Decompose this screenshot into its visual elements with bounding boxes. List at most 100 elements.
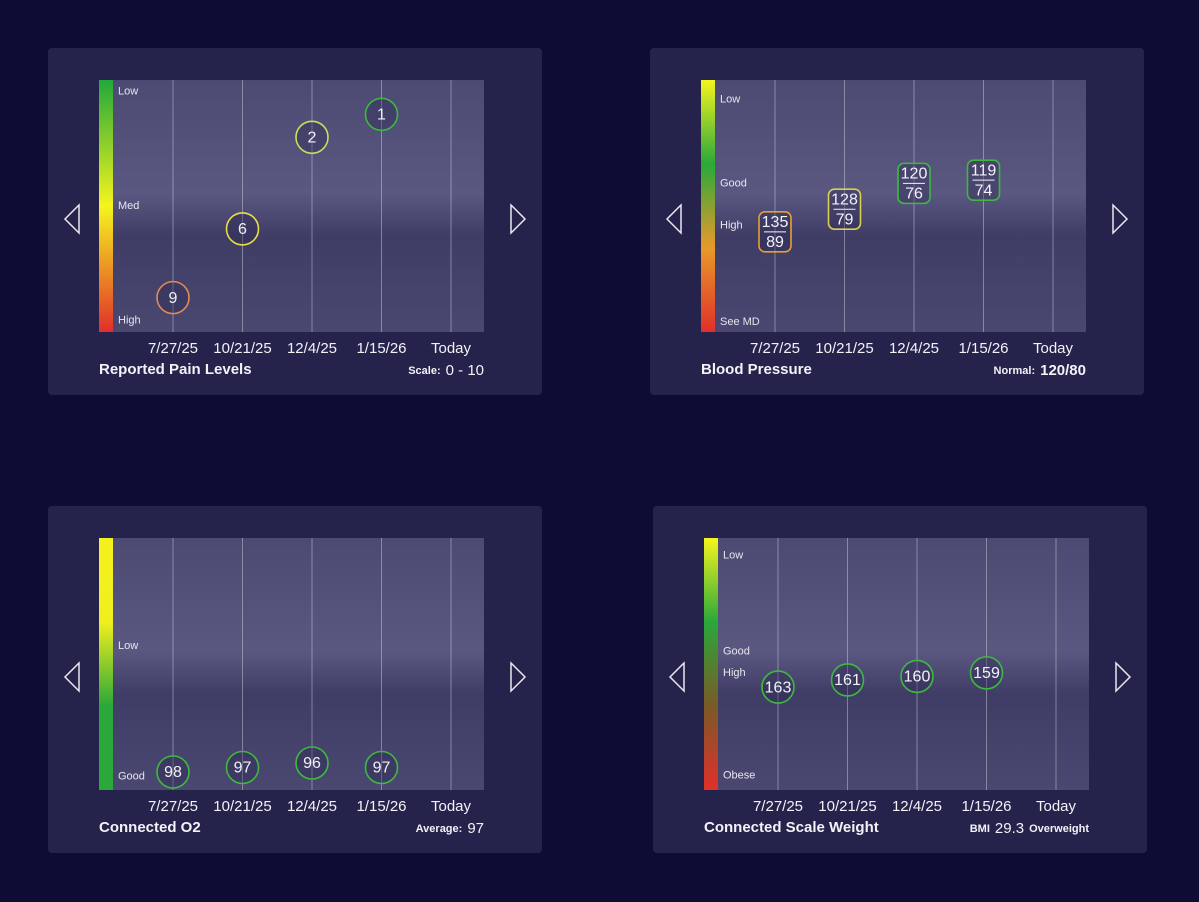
scale-label: High (720, 219, 743, 231)
next-arrow[interactable] (510, 203, 527, 235)
footer-label: Normal: (994, 365, 1036, 377)
scale-label: Low (118, 640, 138, 652)
point-label: 161 (834, 672, 861, 689)
plot-area (99, 80, 484, 332)
scale-label: High (723, 667, 746, 679)
scale-label: Med (118, 200, 139, 212)
scale-label: Low (118, 85, 138, 97)
point-label: 97 (373, 760, 391, 777)
systolic-label: 128 (831, 191, 858, 208)
date-label: Today (431, 340, 472, 357)
scale-label: Low (720, 93, 740, 105)
point (364, 97, 399, 132)
point (156, 280, 190, 315)
point-label: 98 (164, 764, 182, 781)
date-label: 12/4/25 (287, 798, 337, 815)
date-label: 10/21/25 (213, 340, 271, 357)
point (761, 670, 795, 704)
scale-label: Obese (723, 770, 755, 782)
point-label: 2 (308, 129, 317, 146)
plot-area (99, 538, 484, 790)
diastolic-label: 76 (905, 186, 923, 203)
footer: Scale: 0 - 10 (408, 362, 484, 379)
point (156, 755, 190, 789)
point-label: 163 (765, 679, 792, 696)
chart-card: Low Good High Obese 7/27/25 10/21/25 12/4/25 1/… (653, 506, 1147, 853)
point (830, 663, 865, 697)
scale-label: Good (720, 177, 747, 189)
color-scale (99, 538, 113, 790)
point (225, 750, 260, 785)
date-label: Today (431, 798, 472, 815)
point (900, 659, 934, 694)
date-label: 1/15/26 (356, 340, 406, 357)
systolic-label: 119 (971, 162, 997, 179)
scale-label: Good (723, 645, 750, 657)
point-label: 159 (973, 665, 1000, 682)
point (364, 750, 399, 785)
next-arrow[interactable] (1115, 661, 1132, 693)
chart-title: Connected Scale Weight (704, 819, 879, 836)
plot-area (701, 80, 1086, 332)
systolic-label: 135 (762, 214, 789, 231)
date-label: Today (1033, 340, 1074, 357)
diastolic-label: 79 (836, 211, 854, 228)
footer-suffix: Overweight (1029, 823, 1089, 835)
date-label: Today (1036, 798, 1077, 815)
point-label: 1 (377, 107, 386, 124)
footer-label: BMI (970, 823, 990, 835)
footer: Average: 97 (416, 820, 484, 837)
previous-arrow[interactable] (668, 661, 685, 693)
color-scale (704, 538, 718, 790)
point-label: 97 (234, 760, 252, 777)
date-label: 12/4/25 (287, 340, 337, 357)
diastolic-label: 89 (766, 234, 784, 251)
date-label: 7/27/25 (148, 798, 198, 815)
previous-arrow[interactable] (63, 203, 80, 235)
date-label: 7/27/25 (148, 340, 198, 357)
color-scale (701, 80, 715, 332)
point (969, 656, 1004, 690)
footer-value: 120/80 (1040, 362, 1086, 379)
previous-arrow[interactable] (665, 203, 682, 235)
point-label: 96 (303, 755, 321, 772)
point (225, 212, 260, 246)
next-arrow[interactable] (1112, 203, 1129, 235)
next-arrow[interactable] (510, 661, 527, 693)
date-label: 1/15/26 (961, 798, 1011, 815)
previous-arrow[interactable] (63, 661, 80, 693)
footer-label: Average: (416, 823, 463, 835)
chart-title: Blood Pressure (701, 361, 812, 378)
chart-title: Connected O2 (99, 819, 201, 836)
footer-value: 0 - 10 (446, 362, 484, 379)
date-label: 12/4/25 (889, 340, 939, 357)
chart-title: Reported Pain Levels (99, 361, 252, 378)
scale-label: High (118, 314, 141, 326)
date-label: 12/4/25 (892, 798, 942, 815)
date-label: 1/15/26 (356, 798, 406, 815)
date-label: 7/27/25 (753, 798, 803, 815)
point-label: 160 (904, 669, 931, 686)
scale-label: Good (118, 770, 145, 782)
color-scale (99, 80, 113, 332)
point-label: 6 (238, 221, 247, 238)
footer-value: 97 (467, 820, 484, 837)
point-label: 9 (169, 290, 178, 307)
scale-label: See MD (720, 316, 760, 328)
date-label: 1/15/26 (958, 340, 1008, 357)
date-label: 7/27/25 (750, 340, 800, 357)
chart-card: Low Good High See MD 7/27/25 10/21/25 12/4/25 1… (650, 48, 1144, 395)
chart-card: Low Good 7/27/25 10/21/25 12/4/25 1/15/26 Toda… (48, 506, 542, 853)
diastolic-label: 74 (975, 182, 993, 199)
chart-card: Low Med High 7/27/25 10/21/25 12/4/25 1/15/26 T… (48, 48, 542, 395)
footer-value: 29.3 (995, 820, 1024, 837)
footer: Normal: 120/80 (994, 362, 1086, 379)
date-label: 10/21/25 (815, 340, 873, 357)
date-label: 10/21/25 (213, 798, 271, 815)
date-label: 10/21/25 (818, 798, 876, 815)
footer-label: Scale: (408, 365, 440, 377)
point (295, 120, 329, 155)
point (295, 746, 329, 780)
plot-area (704, 538, 1089, 790)
